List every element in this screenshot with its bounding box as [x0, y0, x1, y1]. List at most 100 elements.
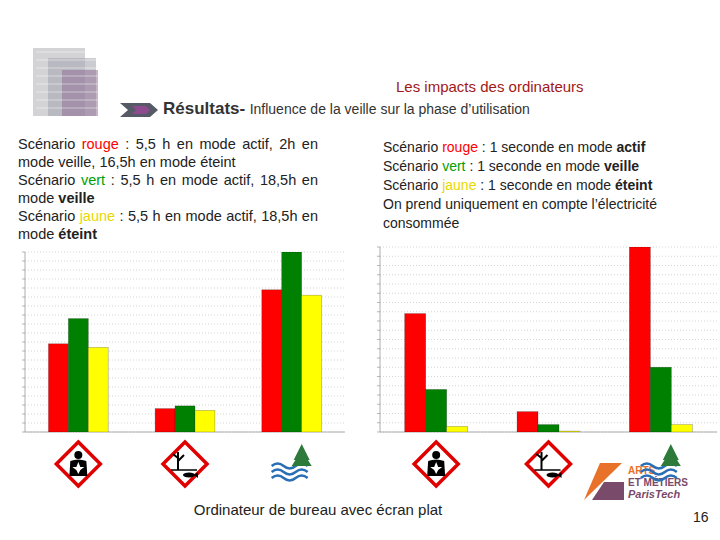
icon-part — [72, 462, 84, 474]
tick-mark — [377, 302, 380, 303]
bar — [538, 425, 559, 432]
category-icon — [56, 442, 100, 486]
bar — [426, 389, 447, 432]
tick-mark — [22, 387, 25, 388]
bar — [262, 290, 282, 432]
paragraph: Scénario rouge : 5,5 h en mode actif, 2h… — [18, 135, 318, 171]
icon-part — [661, 450, 681, 466]
icon-part — [547, 473, 559, 478]
grid-line — [380, 256, 717, 257]
grid-line — [380, 284, 717, 285]
title-line: Résultats- Influence de la veille sur la… — [163, 99, 530, 119]
tick-mark — [22, 423, 25, 424]
deco-line — [36, 52, 98, 53]
text-segment: vert — [81, 172, 105, 188]
tick-mark — [22, 414, 25, 415]
bar — [48, 344, 68, 432]
tick-mark — [22, 297, 25, 298]
tick-mark — [377, 385, 380, 386]
text-segment: Scénario — [18, 172, 81, 188]
icon-part — [272, 470, 308, 475]
bar — [650, 367, 671, 432]
category-icon — [163, 442, 207, 486]
bars — [48, 252, 321, 432]
text-segment: vert — [442, 158, 465, 174]
bar — [559, 431, 580, 432]
hazard-diamond — [414, 442, 458, 486]
icon-part — [641, 470, 677, 475]
grid-line — [380, 302, 717, 303]
tick-mark — [22, 288, 25, 289]
bar — [175, 406, 195, 432]
deco-line — [36, 68, 98, 69]
tick-mark — [377, 395, 380, 396]
bar — [195, 410, 215, 432]
grid-line — [380, 311, 717, 312]
tick-mark — [377, 321, 380, 322]
deco-line — [36, 60, 98, 61]
tick-mark — [377, 358, 380, 359]
text-segment: Scénario — [18, 136, 82, 152]
deco-line — [36, 108, 98, 109]
bar — [282, 252, 302, 432]
grid-line — [380, 321, 717, 322]
text-segment: On prend uniquement en compte l’électric… — [383, 196, 657, 231]
icon-part — [74, 451, 82, 459]
tick-mark — [22, 324, 25, 325]
paragraph: Scénario jaune : 1 seconde en mode étein… — [383, 176, 701, 195]
title: Résultats- — [163, 99, 245, 118]
tick-mark — [22, 315, 25, 316]
text-segment: : 1 seconde en mode — [466, 158, 605, 174]
text-segment: veille — [58, 190, 94, 206]
text-segment: : 1 seconde en mode — [476, 177, 615, 193]
chart — [22, 252, 345, 486]
grid-line — [380, 330, 717, 331]
tick-mark — [22, 351, 25, 352]
text-segment: jaune — [80, 208, 115, 224]
bar — [302, 295, 322, 432]
tick-mark — [377, 311, 380, 312]
text-segment: actif — [617, 139, 646, 155]
icon-part — [272, 476, 308, 481]
icon-part — [427, 460, 445, 477]
logo: ARTSET MÉTIERSParisTech — [584, 463, 688, 500]
deco-square — [62, 70, 98, 116]
tick-mark — [377, 339, 380, 340]
tick-mark — [22, 405, 25, 406]
y-axis — [380, 247, 381, 432]
text-segment: éteint — [58, 226, 97, 242]
bar — [88, 347, 108, 432]
spacer — [245, 100, 249, 117]
category-icon — [414, 442, 458, 486]
tick-mark — [22, 306, 25, 307]
tick-mark — [377, 422, 380, 423]
category-icon — [641, 444, 681, 481]
hazard-diamond — [56, 442, 100, 486]
bar — [629, 247, 650, 432]
page: {"slide": { "header": "Les impacts des o… — [0, 0, 720, 540]
tick-mark — [377, 376, 380, 377]
bar — [517, 412, 538, 432]
grid-line — [380, 358, 717, 359]
text-segment: rouge — [82, 136, 119, 152]
tick-mark — [377, 404, 380, 405]
page-number: 16 — [693, 509, 709, 525]
deco-line — [36, 76, 98, 77]
tick-mark — [377, 367, 380, 368]
logo-text: ParisTech — [628, 488, 680, 500]
paragraph: Scénario vert : 5,5 h en mode actif, 18,… — [18, 171, 318, 207]
icon-part — [558, 472, 562, 478]
bar — [671, 425, 692, 432]
hazard-diamond — [163, 442, 207, 486]
paragraph: Scénario rouge : 1 seconde en mode actif — [383, 138, 701, 157]
text-segment: Scénario — [383, 139, 442, 155]
tick-mark — [377, 413, 380, 414]
text-segment: : 1 seconde en mode — [478, 139, 617, 155]
icon-part — [69, 460, 87, 477]
chart — [377, 247, 717, 486]
bar — [155, 409, 175, 432]
tick-mark — [22, 252, 25, 253]
tick-mark — [377, 348, 380, 349]
icon-part — [173, 452, 184, 470]
left-text: Scénario rouge : 5,5 h en mode actif, 2h… — [18, 135, 318, 243]
